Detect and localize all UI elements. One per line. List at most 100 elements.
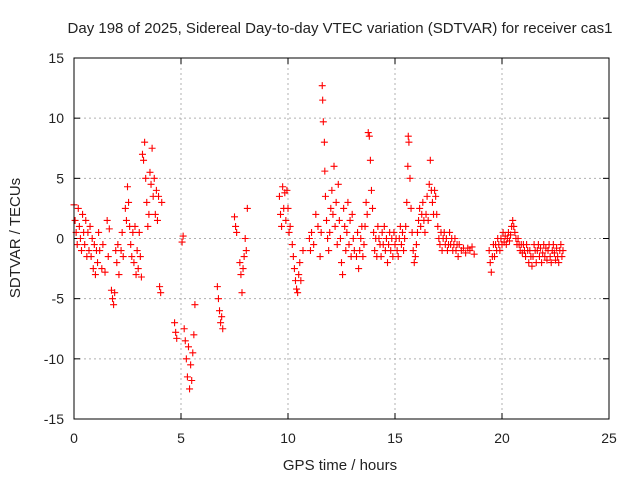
- data-point: [187, 361, 195, 369]
- data-point: [321, 192, 329, 200]
- data-point: [146, 168, 154, 176]
- data-point: [424, 216, 432, 224]
- data-point: [406, 174, 414, 182]
- data-point: [186, 385, 194, 393]
- data-point: [91, 271, 99, 279]
- data-point: [345, 241, 353, 249]
- data-point: [111, 289, 119, 297]
- data-point: [125, 198, 133, 206]
- data-point: [374, 222, 382, 230]
- data-point: [122, 216, 130, 224]
- data-point: [323, 216, 331, 224]
- data-point: [172, 328, 180, 336]
- x-tick-label: 5: [177, 430, 185, 446]
- data-point: [362, 198, 370, 206]
- data-point: [148, 144, 156, 152]
- data-point: [128, 253, 136, 261]
- data-point: [95, 228, 103, 236]
- data-point: [419, 198, 427, 206]
- data-point: [339, 271, 347, 279]
- data-point: [384, 259, 392, 267]
- data-point: [296, 259, 304, 267]
- data-point: [330, 162, 338, 170]
- data-point: [369, 204, 377, 212]
- data-point: [312, 210, 320, 218]
- data-point: [99, 241, 107, 249]
- data-point: [132, 271, 140, 279]
- data-point: [98, 265, 106, 273]
- data-point: [121, 204, 129, 212]
- data-point: [101, 268, 109, 276]
- data-point: [305, 235, 313, 242]
- data-point: [182, 355, 190, 363]
- data-point: [509, 216, 517, 224]
- data-point: [326, 228, 334, 236]
- data-point: [356, 247, 364, 255]
- data-point: [546, 253, 554, 261]
- data-point: [278, 222, 286, 230]
- data-point: [404, 162, 412, 170]
- data-point: [103, 216, 111, 224]
- data-point: [284, 204, 292, 212]
- data-point: [104, 253, 112, 261]
- data-point: [218, 313, 226, 321]
- data-point: [289, 253, 297, 261]
- data-point: [158, 198, 166, 206]
- data-point: [407, 204, 415, 212]
- data-point: [290, 265, 298, 273]
- data-point: [94, 259, 102, 267]
- data-point: [410, 259, 418, 267]
- data-point: [348, 210, 356, 218]
- data-point: [398, 228, 406, 236]
- data-point: [549, 241, 557, 249]
- data-point: [329, 210, 337, 218]
- data-point: [485, 247, 493, 255]
- y-tick-label: -5: [52, 291, 65, 307]
- data-point: [131, 222, 139, 230]
- data-point: [468, 243, 476, 251]
- data-point: [434, 222, 442, 230]
- data-point: [417, 222, 425, 230]
- data-point: [357, 235, 365, 242]
- data-point: [141, 138, 149, 146]
- data-point: [431, 186, 439, 194]
- data-point: [237, 271, 245, 279]
- data-point: [487, 268, 495, 276]
- data-point: [86, 222, 94, 230]
- data-point: [523, 241, 531, 249]
- data-point: [331, 222, 339, 230]
- y-axis-label: SDTVAR / TECUs: [7, 178, 24, 298]
- data-point: [71, 216, 79, 224]
- data-point: [349, 235, 357, 242]
- data-point: [73, 241, 81, 249]
- data-point: [190, 331, 198, 339]
- data-point: [306, 247, 314, 255]
- data-point: [346, 216, 354, 224]
- data-point: [405, 138, 413, 146]
- data-point: [88, 235, 96, 242]
- data-point: [145, 210, 153, 218]
- data-point: [502, 241, 510, 249]
- data-point: [140, 156, 148, 164]
- data-point: [375, 235, 383, 242]
- data-point: [81, 241, 89, 249]
- data-point: [109, 295, 117, 303]
- data-point: [391, 241, 399, 249]
- data-point: [127, 241, 135, 249]
- data-point: [288, 241, 296, 249]
- data-point: [543, 256, 551, 264]
- data-point: [462, 249, 470, 257]
- data-point: [428, 198, 436, 206]
- x-tick-label: 0: [70, 430, 78, 446]
- data-point: [413, 228, 421, 236]
- data-point: [557, 241, 565, 249]
- data-point: [393, 247, 401, 255]
- data-point: [397, 241, 405, 249]
- data-point: [314, 222, 322, 230]
- data-point: [133, 247, 141, 255]
- y-tick-label: 10: [48, 110, 64, 126]
- data-point: [79, 210, 87, 218]
- x-tick-label: 25: [601, 430, 617, 446]
- data-point: [134, 265, 142, 273]
- data-point: [318, 82, 326, 90]
